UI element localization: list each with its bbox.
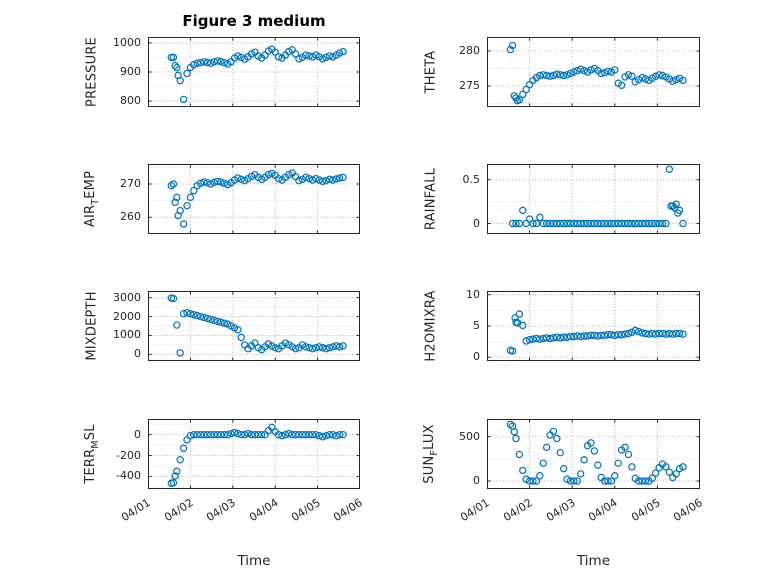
y-tick-label: 0: [473, 474, 480, 488]
x-tick-label: 04/06: [671, 496, 706, 525]
y-tick-label: 0: [473, 216, 480, 230]
subplot-terr-msl: -400 -200 0 TERRMSL: [83, 419, 360, 489]
x-tick-label: 04/05: [628, 496, 663, 525]
subplot-rainfall: 0 0.5 RAINFALL: [424, 164, 700, 234]
scatter-points: [506, 310, 687, 355]
axes-box: [487, 291, 700, 361]
axes-box: [148, 37, 360, 107]
x-tick-label: 04/04: [246, 496, 281, 525]
y-tick-label: 2000: [113, 309, 141, 323]
x-axis-label-left: Time: [237, 553, 271, 569]
subplot-pressure: 800 900 1000 PRESSURE: [85, 36, 360, 107]
scatter-points: [506, 41, 687, 105]
x-tick-label: 04/06: [331, 496, 366, 525]
x-tick-label: 04/03: [204, 496, 238, 525]
y-tick-label: 500: [459, 429, 480, 443]
ylabel-h2omixra: H2OMIXRA: [423, 290, 439, 362]
axes-box: [487, 164, 700, 234]
y-tick-label: 5: [473, 319, 480, 332]
axes-box: [148, 164, 360, 234]
ylabel-pressure: PRESSURE: [84, 37, 100, 107]
y-tick-label: 275: [459, 79, 480, 92]
axes-box: [487, 37, 700, 107]
ylabel-terr-msl: TERRMSL: [83, 424, 101, 484]
subplot-sun-flux: 0 500 SUNFLUX: [422, 419, 700, 489]
ylabel-rainfall: RAINFALL: [423, 167, 439, 231]
scatter-points: [167, 169, 347, 228]
y-tick-label: -200: [116, 448, 141, 462]
grid-lines: [148, 164, 360, 234]
scatter-points: [508, 165, 687, 228]
y-tick-label: 0.5: [462, 172, 481, 186]
subplot-mixdepth: 0 1000 2000 3000 MIXDEPTH: [85, 291, 360, 361]
subplot-theta: 275 280 THETA: [424, 37, 700, 107]
figure-title: Figure 3 medium: [182, 12, 326, 30]
grid-lines: [148, 419, 360, 489]
y-tick-label: 3000: [113, 290, 141, 304]
scatter-points: [167, 294, 347, 357]
y-tick-label: 1000: [113, 35, 141, 49]
y-tick-label: 280: [459, 44, 480, 57]
ylabel-sun-flux: SUNFLUX: [422, 424, 440, 484]
y-tick-label: 260: [120, 210, 141, 224]
grid-lines: [148, 37, 360, 107]
axes-box: [487, 419, 700, 489]
y-tick-label: 10: [466, 287, 480, 301]
grid-lines: [487, 291, 700, 361]
axes-box: [148, 419, 360, 489]
x-tick-label: 04/01: [458, 496, 493, 525]
ylabel-air-temp: AIRTEMP: [83, 170, 101, 228]
x-axis-label-right: Time: [576, 553, 611, 569]
y-tick-label: 0: [134, 347, 141, 361]
subplot-h2omixra: 0 5 10 H2OMIXRA: [424, 288, 700, 363]
subplot-air-temp: 260 270 AIRTEMP: [83, 164, 360, 234]
y-tick-label: 0: [134, 427, 141, 441]
x-tick-label: 04/04: [586, 496, 620, 525]
y-tick-label: 1000: [113, 328, 141, 342]
tick-marks: [487, 291, 700, 361]
x-tick-label: 04/03: [543, 496, 578, 525]
ylabel-theta: THETA: [423, 50, 439, 94]
y-tick-label: 0: [473, 350, 480, 364]
y-tick-label: 800: [120, 94, 141, 108]
axes-box: [148, 291, 360, 361]
y-tick-label: -400: [116, 469, 141, 483]
scatter-points: [167, 423, 347, 487]
x-tick-label: 04/02: [501, 496, 535, 525]
x-tick-label: 04/05: [289, 496, 323, 525]
y-tick-label: 270: [120, 177, 141, 190]
scatter-points: [167, 45, 347, 104]
x-tick-label: 04/02: [161, 496, 196, 525]
ylabel-mixdepth: MIXDEPTH: [84, 291, 100, 361]
y-tick-label: 900: [120, 65, 141, 78]
tick-marks: [148, 419, 360, 489]
x-tick-label: 04/01: [119, 496, 154, 525]
scatter-points: [506, 420, 687, 485]
